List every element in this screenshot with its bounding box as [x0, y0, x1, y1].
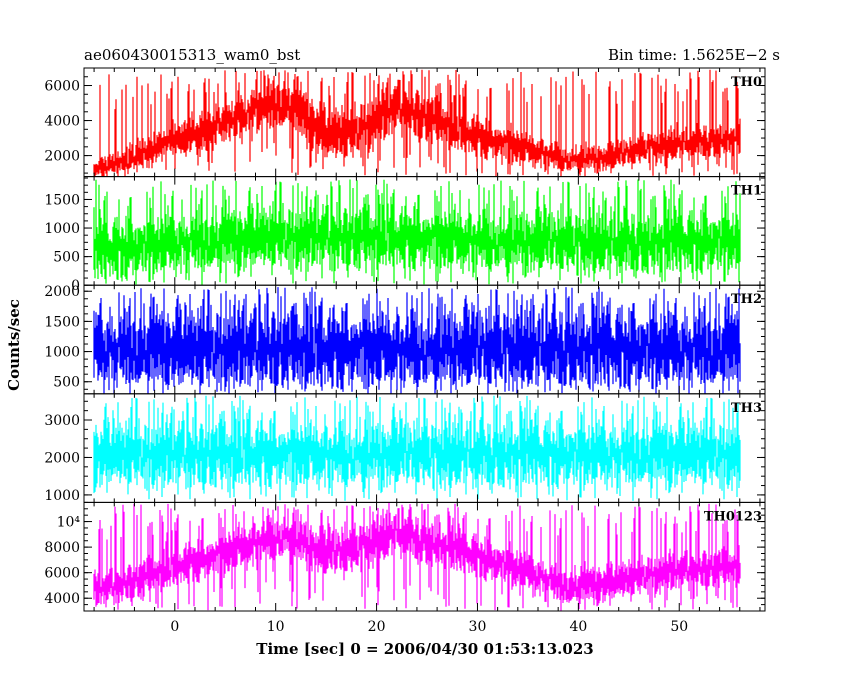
y-tick-label: 3000	[44, 413, 80, 429]
panel-label-th2: TH2	[731, 292, 762, 307]
series-th2	[93, 287, 741, 394]
panel-th0123: 4000 6000 8000 10⁴ TH0123	[44, 501, 766, 612]
panel-label-th0: TH0	[731, 75, 762, 90]
series-th3	[93, 395, 741, 501]
panel-label-th0123: TH0123	[704, 509, 762, 524]
y-tick-label: 6000	[44, 566, 80, 582]
panel-th2: 500 1000 1500 2000 TH2	[44, 284, 766, 395]
y-tick-label: 10⁴	[57, 515, 81, 531]
series-th0123	[93, 502, 741, 611]
y-tick-label: 1500	[44, 314, 80, 330]
panel-label-th3: TH3	[731, 401, 762, 416]
x-tick-label: 30	[469, 619, 487, 635]
y-tick-label: 1000	[44, 221, 80, 237]
series-th0	[93, 69, 741, 177]
y-tick-label: 6000	[44, 79, 80, 95]
panel-frame	[83, 501, 766, 612]
panel-th0: 2000 4000 6000 TH0	[44, 67, 766, 178]
x-tick-label: 10	[267, 619, 285, 635]
y-tick-label: 1000	[44, 345, 80, 361]
figure-title: ae060430015313_wam0_bst	[84, 46, 300, 64]
panel-label-th1: TH1	[731, 184, 762, 199]
panel-th1: 0 500 1000 1500 TH1	[44, 176, 766, 294]
y-tick-label: 8000	[44, 540, 80, 556]
y-tick-label: 0	[71, 278, 80, 294]
bin-time-label: Bin time: 1.5625E−2 s	[608, 46, 780, 64]
y-tick-label: 500	[53, 375, 80, 391]
y-tick-label: 1000	[44, 488, 80, 504]
x-tick-label: 40	[569, 619, 587, 635]
panel-th3: 1000 2000 3000 TH3	[44, 393, 766, 504]
y-tick-label: 2000	[44, 450, 80, 466]
y-tick-label: 4000	[44, 591, 80, 607]
panels-group: 2000 4000 6000 TH0 0 500 1000 1500 TH1 500 1000 150…	[44, 67, 766, 612]
y-tick-label: 500	[53, 250, 80, 266]
x-tick-label: 50	[670, 619, 688, 635]
x-tick-label: 0	[170, 619, 179, 635]
y-tick-label: 4000	[44, 114, 80, 130]
x-axis-label: Time [sec] 0 = 2006/04/30 01:53:13.023	[256, 640, 593, 658]
y-tick-label: 2000	[44, 149, 80, 165]
y-axis-label: Counts/sec	[5, 299, 23, 391]
x-axis: 0 10 20 30 40 50	[170, 619, 688, 635]
series-th1	[93, 179, 741, 286]
x-tick-label: 20	[368, 619, 386, 635]
y-tick-label: 1500	[44, 192, 80, 208]
y-tick-label: 2000	[44, 284, 80, 300]
